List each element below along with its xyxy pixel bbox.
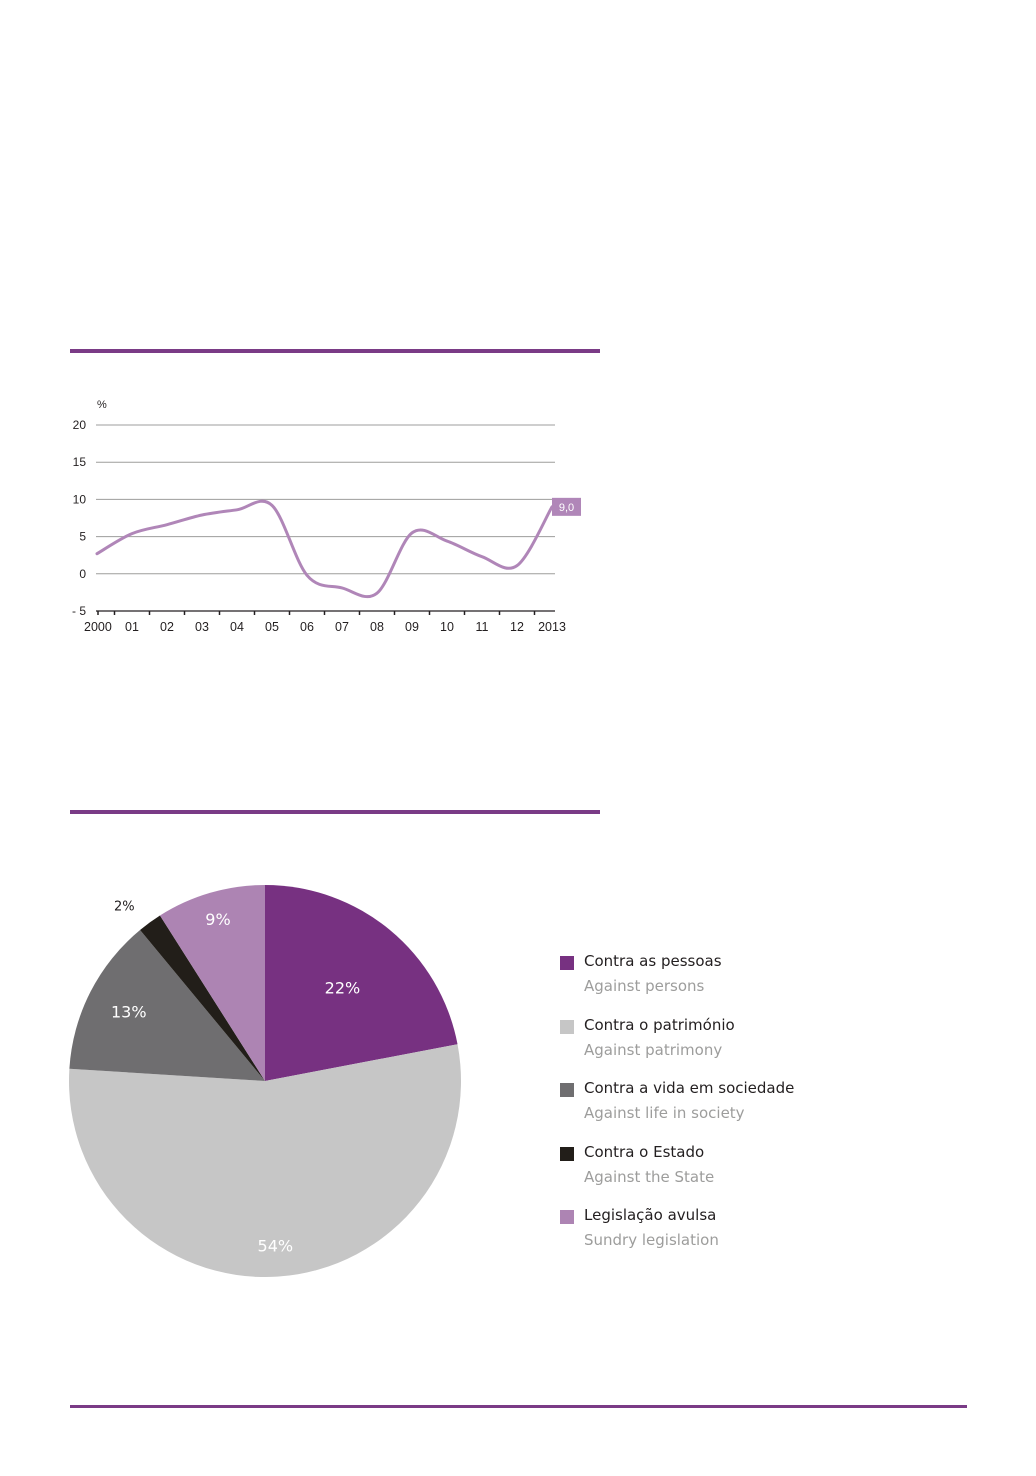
pie-slice-label: 13% bbox=[111, 1003, 147, 1022]
x-tick-label: 09 bbox=[405, 620, 419, 634]
y-tick-label: - 5 bbox=[72, 604, 86, 618]
pie-slice bbox=[159, 885, 265, 1081]
legend-swatch bbox=[560, 956, 574, 970]
pie-slice-label: 54% bbox=[258, 1236, 294, 1255]
y-tick-label: 0 bbox=[79, 567, 86, 581]
pie-slice-label: 2% bbox=[114, 900, 135, 915]
y-tick-label: 20 bbox=[73, 418, 87, 432]
pie-slice-label: 22% bbox=[325, 978, 361, 997]
pie-slice bbox=[69, 929, 265, 1081]
legend-label-pt: Contra as pessoas bbox=[584, 952, 722, 970]
end-value-box bbox=[552, 497, 581, 516]
pie-slice bbox=[68, 1044, 461, 1278]
legend-item-patrimony: Contra o património Against patrimony bbox=[560, 1016, 960, 1080]
x-tick-label: 2000 bbox=[84, 620, 112, 634]
x-tick-label: 07 bbox=[335, 620, 349, 634]
x-tick-label: 02 bbox=[160, 620, 174, 634]
x-tick-label: 05 bbox=[265, 620, 279, 634]
section-rule-middle bbox=[70, 810, 600, 814]
legend-swatch bbox=[560, 1083, 574, 1097]
end-value-label: 9,0 bbox=[559, 502, 574, 514]
y-tick-label: 10 bbox=[73, 492, 87, 506]
pie-slice bbox=[140, 915, 265, 1081]
legend-label-en: Sundry legislation bbox=[584, 1231, 719, 1249]
pie-legend: Contra as pessoas Against persons Contra… bbox=[560, 952, 960, 1270]
legend-swatch bbox=[560, 1019, 574, 1034]
x-tick-label: 12 bbox=[510, 620, 524, 634]
x-tick-label: 2013 bbox=[538, 620, 566, 634]
y-axis-label: % bbox=[97, 399, 107, 411]
legend-item-persons: Contra as pessoas Against persons bbox=[560, 952, 960, 1016]
x-tick-label: 04 bbox=[230, 620, 244, 634]
footer-rule bbox=[70, 1405, 967, 1408]
pie-slice bbox=[265, 885, 458, 1081]
legend-label-pt: Contra a vida em sociedade bbox=[584, 1079, 795, 1097]
x-tick-label: 10 bbox=[440, 620, 454, 634]
legend-label-pt: Legislação avulsa bbox=[584, 1206, 717, 1224]
legend-item-state: Contra o Estado Against the State bbox=[560, 1143, 960, 1207]
line-chart: % 20 15 10 5 0 - 5 2000 01 02 03 04 05 06 07 08 09 10 11 12… bbox=[72, 399, 581, 634]
legend-label-en: Against persons bbox=[584, 977, 705, 995]
x-tick-label: 08 bbox=[370, 620, 384, 634]
y-tick-label: 15 bbox=[73, 455, 87, 469]
legend-label-pt: Contra o património bbox=[584, 1015, 735, 1034]
x-tick-label: 01 bbox=[125, 620, 139, 634]
legend-label-en: Against life in society bbox=[584, 1104, 745, 1122]
x-tick-label: 11 bbox=[476, 620, 489, 634]
legend-label-en: Against the State bbox=[584, 1167, 715, 1186]
legend-item-sundry: Legislação avulsa Sundry legislation bbox=[560, 1206, 960, 1270]
legend-label-en: Against patrimony bbox=[584, 1040, 723, 1059]
legend-item-society: Contra a vida em sociedade Against life … bbox=[560, 1079, 960, 1143]
y-tick-label: 5 bbox=[79, 530, 86, 544]
legend-swatch bbox=[560, 1146, 574, 1161]
section-rule-top bbox=[70, 349, 600, 353]
series-line bbox=[95, 499, 554, 599]
legend-label-pt: Contra o Estado bbox=[584, 1142, 705, 1161]
x-tick-label: 06 bbox=[300, 620, 314, 634]
pie-slice-label: 9% bbox=[205, 910, 230, 929]
legend-swatch bbox=[560, 1210, 574, 1224]
x-tick-label: 03 bbox=[195, 620, 209, 634]
